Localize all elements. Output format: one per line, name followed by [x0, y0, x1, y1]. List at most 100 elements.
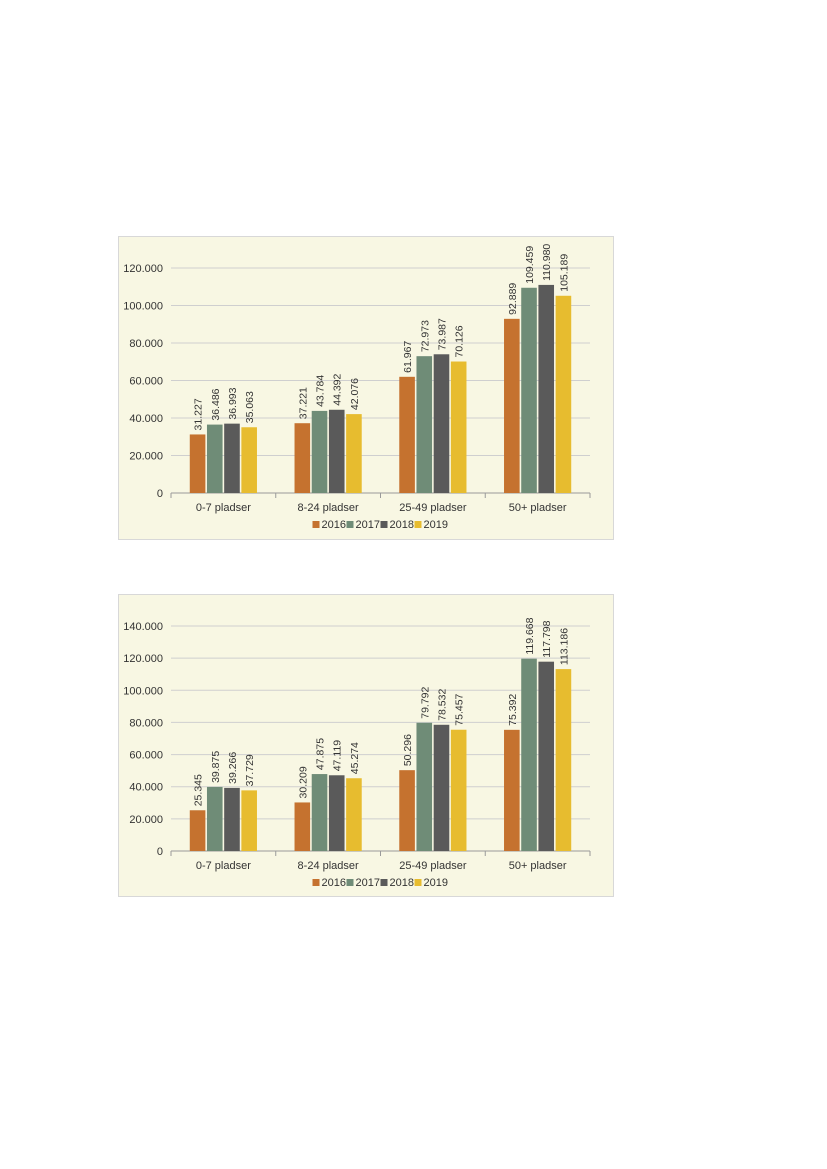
data-label: 30.209 [297, 766, 309, 798]
y-tick-label: 0 [157, 846, 163, 858]
data-label: 73.987 [436, 318, 448, 350]
data-label: 105.189 [558, 254, 570, 292]
bar-chart-2: 0 20.000 40.000 60.000 80.000 100.000 120.000 1… [123, 617, 591, 889]
y-tick-label: 40.000 [129, 782, 163, 794]
bar-2018 [328, 775, 345, 851]
x-tick-label: 25-49 pladser [399, 502, 467, 514]
data-label: 39.875 [210, 751, 222, 783]
bar-2018 [224, 423, 240, 493]
legend-swatch-2019 [414, 879, 422, 886]
bar-2016 [294, 423, 311, 493]
data-label: 79.792 [419, 686, 431, 718]
data-label: 72.973 [419, 320, 431, 352]
legend-swatch-2018 [380, 521, 388, 528]
data-label: 109.459 [524, 246, 536, 284]
legend-swatch-2016 [312, 879, 320, 886]
y-tick-label: 0 [157, 488, 163, 500]
data-label: 70.126 [454, 325, 466, 357]
data-label: 43.784 [315, 375, 327, 407]
data-label: 37.221 [297, 387, 309, 419]
x-tick-label: 0-7 pladser [196, 860, 251, 872]
bar-2019 [241, 427, 257, 493]
y-tick-label: 40.000 [129, 413, 163, 425]
x-tick-label: 50+ pladser [509, 502, 567, 514]
legend-label-2016: 2016 [322, 519, 346, 531]
bar-2018 [328, 409, 345, 493]
x-tick-label: 0-7 pladser [196, 502, 251, 514]
x-tick-label: 8-24 pladser [298, 860, 359, 872]
bar-2016 [399, 376, 415, 493]
data-label: 45.274 [349, 742, 361, 774]
bar-2017 [521, 658, 537, 851]
data-label: 75.392 [507, 694, 519, 726]
y-tick-label: 120.000 [123, 263, 163, 275]
bar-2016 [504, 729, 520, 851]
bar-2019 [346, 778, 362, 851]
chart-panel-2: 0 20.000 40.000 60.000 80.000 100.000 120.000 1… [118, 594, 614, 897]
y-tick-label: 20.000 [129, 451, 163, 463]
data-label: 110.980 [541, 244, 553, 281]
legend-swatch-2019 [414, 521, 422, 528]
y-tick-label: 80.000 [129, 717, 163, 729]
x-tick-label: 50+ pladser [509, 860, 567, 872]
data-label: 44.392 [332, 373, 344, 405]
data-label: 25.345 [193, 774, 205, 806]
data-label: 113.186 [558, 628, 570, 665]
legend-label-2018: 2018 [390, 877, 414, 889]
legend-label-2019: 2019 [424, 519, 448, 531]
bar-2016 [399, 770, 415, 851]
legend-swatch-2017 [346, 521, 354, 528]
bar-2017 [311, 410, 328, 493]
data-label: 78.532 [436, 689, 448, 721]
data-label: 117.798 [541, 620, 553, 657]
legend-label-2018: 2018 [390, 519, 414, 531]
data-label: 42.076 [349, 378, 361, 410]
data-label: 92.889 [507, 283, 519, 315]
bar-2017 [416, 356, 433, 493]
bar-2017 [521, 287, 537, 493]
legend-swatch-2017 [346, 879, 354, 886]
bar-2018 [433, 724, 450, 851]
y-tick-label: 60.000 [129, 750, 163, 762]
y-tick-label: 20.000 [129, 814, 163, 826]
bar-2018 [433, 354, 450, 493]
data-label: 36.486 [210, 388, 222, 420]
legend-label-2019: 2019 [424, 877, 448, 889]
x-tick-label: 8-24 pladser [298, 502, 359, 514]
chart-panel-1: 0 20.000 40.000 60.000 80.000 100.000 120.000 0… [118, 236, 614, 540]
bar-2016 [189, 434, 206, 493]
y-tick-label: 120.000 [123, 653, 163, 665]
bar-2016 [504, 318, 520, 493]
data-label: 75.457 [454, 693, 466, 725]
bar-2017 [206, 786, 223, 851]
x-tick-label: 25-49 pladser [399, 860, 467, 872]
bar-2017 [416, 722, 433, 851]
data-label: 119.668 [524, 617, 536, 654]
y-tick-label: 140.000 [123, 621, 163, 633]
legend-label-2017: 2017 [356, 877, 380, 889]
bar-2018 [224, 787, 240, 851]
bar-2019 [450, 729, 467, 851]
legend-label-2017: 2017 [356, 519, 380, 531]
data-label: 50.296 [402, 734, 414, 766]
data-label: 47.875 [315, 738, 327, 770]
bar-2018 [538, 284, 555, 493]
bar-2016 [294, 802, 311, 851]
data-label: 39.266 [227, 752, 239, 784]
bar-chart-1: 0 20.000 40.000 60.000 80.000 100.000 120.000 0… [123, 244, 591, 531]
bar-2019 [555, 295, 572, 493]
y-tick-label: 60.000 [129, 376, 163, 388]
data-label: 31.227 [193, 398, 205, 430]
bar-2017 [311, 774, 328, 851]
bar-2019 [241, 790, 257, 851]
data-label: 36.993 [227, 387, 239, 419]
data-label: 37.729 [244, 754, 256, 786]
bar-2019 [346, 414, 362, 493]
legend-label-2016: 2016 [322, 877, 346, 889]
bar-2018 [538, 661, 555, 851]
legend-swatch-2016 [312, 521, 320, 528]
bar-2016 [189, 810, 206, 851]
y-tick-label: 100.000 [123, 685, 163, 697]
bar-2017 [206, 424, 223, 493]
data-label: 61.967 [402, 341, 414, 373]
